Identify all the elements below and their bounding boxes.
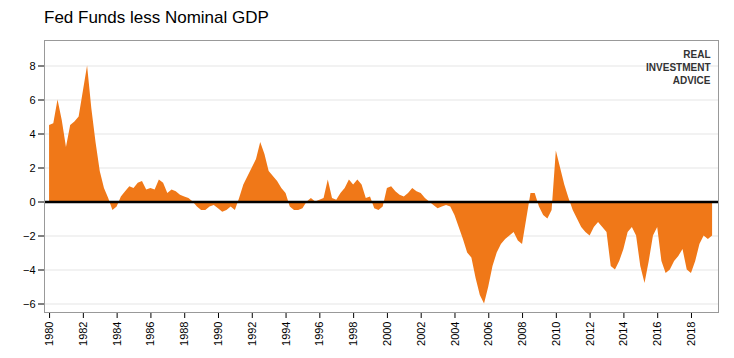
svg-text:1982: 1982 — [77, 322, 89, 346]
svg-text:2012: 2012 — [584, 322, 596, 346]
svg-text:REALINVESTMENTADVICE: REALINVESTMENTADVICE — [646, 49, 711, 86]
svg-text:1996: 1996 — [313, 322, 325, 346]
svg-text:1990: 1990 — [212, 322, 224, 346]
svg-text:2008: 2008 — [516, 322, 528, 346]
svg-text:2014: 2014 — [617, 322, 629, 346]
svg-text:1986: 1986 — [144, 322, 156, 346]
svg-text:4: 4 — [29, 128, 35, 140]
svg-text:8: 8 — [29, 60, 35, 72]
svg-text:6: 6 — [29, 94, 35, 106]
svg-text:2002: 2002 — [415, 322, 427, 346]
svg-text:1984: 1984 — [111, 322, 123, 346]
svg-text:1992: 1992 — [246, 322, 258, 346]
svg-text:1998: 1998 — [347, 322, 359, 346]
svg-text:2010: 2010 — [550, 322, 562, 346]
svg-text:−6: −6 — [23, 298, 36, 310]
svg-text:1980: 1980 — [43, 322, 55, 346]
svg-text:2004: 2004 — [449, 322, 461, 346]
svg-text:2018: 2018 — [685, 322, 697, 346]
svg-text:−2: −2 — [23, 230, 36, 242]
svg-text:2: 2 — [29, 162, 35, 174]
svg-text:−4: −4 — [23, 264, 36, 276]
svg-text:1994: 1994 — [280, 322, 292, 346]
svg-text:2006: 2006 — [482, 322, 494, 346]
svg-text:0: 0 — [29, 196, 35, 208]
html-text:Fed Funds less Nominal GDP: Fed Funds less Nominal GDP — [44, 8, 269, 27]
svg-text:2016: 2016 — [651, 322, 663, 346]
svg-text:2000: 2000 — [381, 322, 393, 346]
svg-text:1988: 1988 — [178, 322, 190, 346]
